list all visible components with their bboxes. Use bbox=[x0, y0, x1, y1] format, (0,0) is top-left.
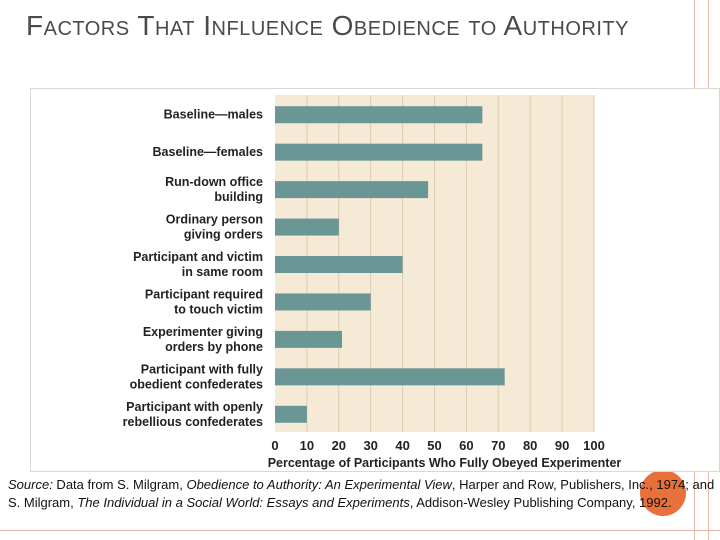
x-tick-label: 60 bbox=[459, 438, 473, 453]
bar bbox=[275, 143, 483, 161]
source-text-1: Data from S. Milgram, bbox=[52, 477, 187, 492]
x-tick-label: 80 bbox=[523, 438, 537, 453]
category-label: Participant required bbox=[145, 287, 263, 301]
category-label: to touch victim bbox=[174, 302, 263, 316]
bar bbox=[275, 293, 371, 311]
bar bbox=[275, 181, 429, 199]
x-tick-label: 30 bbox=[363, 438, 377, 453]
frame-line-bottom bbox=[0, 530, 720, 531]
bar bbox=[275, 368, 505, 386]
page-title: Factors That Influence Obedience to Auth… bbox=[26, 10, 629, 41]
category-label: Baseline—males bbox=[164, 108, 263, 122]
category-label: building bbox=[214, 190, 263, 204]
source-book-1: Obedience to Authority: An Experimental … bbox=[186, 477, 452, 492]
x-tick-label: 90 bbox=[555, 438, 569, 453]
category-label: Run-down office bbox=[165, 175, 263, 189]
bar bbox=[275, 256, 403, 273]
x-tick-label: 20 bbox=[332, 438, 346, 453]
bar bbox=[275, 106, 483, 124]
category-label: Participant with openly bbox=[126, 400, 263, 414]
category-label: Baseline—females bbox=[153, 145, 264, 159]
x-tick-label: 0 bbox=[271, 438, 278, 453]
x-tick-label: 40 bbox=[395, 438, 409, 453]
category-label: obedient confederates bbox=[130, 377, 263, 391]
x-tick-label: 70 bbox=[491, 438, 505, 453]
category-label: in same room bbox=[182, 265, 263, 279]
bar-chart: 0 10 20 30 40 50 60 70 80 90 100 Baseline—males Base… bbox=[123, 95, 622, 470]
category-label: Ordinary person bbox=[166, 213, 263, 227]
source-book-2: The Individual in a Social World: Essays… bbox=[77, 494, 410, 510]
source-text-2: , Harper and Row, Publishers, Inc., 1974… bbox=[8, 477, 715, 510]
category-label: Participant with fully bbox=[141, 362, 263, 376]
category-label: Participant and victim bbox=[133, 250, 263, 264]
bar bbox=[275, 405, 307, 423]
x-tick-label: 50 bbox=[427, 438, 441, 453]
source-citation: Source: Data from S. Milgram, Obedience … bbox=[8, 476, 716, 511]
category-label: orders by phone bbox=[165, 340, 263, 354]
x-axis-title: Percentage of Participants Who Fully Obe… bbox=[268, 456, 622, 470]
accent-circle bbox=[640, 470, 686, 516]
category-label: rebellious confederates bbox=[123, 415, 263, 429]
category-label: Experimenter giving bbox=[143, 325, 263, 339]
source-label: Source: bbox=[8, 477, 53, 492]
source-text-3: , Addison-Wesley Publishing Company, 199… bbox=[409, 494, 672, 510]
chart-figure: 0 10 20 30 40 50 60 70 80 90 100 Baseline—males Base… bbox=[30, 88, 720, 472]
bar bbox=[275, 218, 339, 236]
x-tick-label: 10 bbox=[300, 438, 314, 453]
x-tick-label: 100 bbox=[583, 438, 605, 453]
bar bbox=[275, 330, 342, 348]
category-label: giving orders bbox=[184, 228, 263, 242]
